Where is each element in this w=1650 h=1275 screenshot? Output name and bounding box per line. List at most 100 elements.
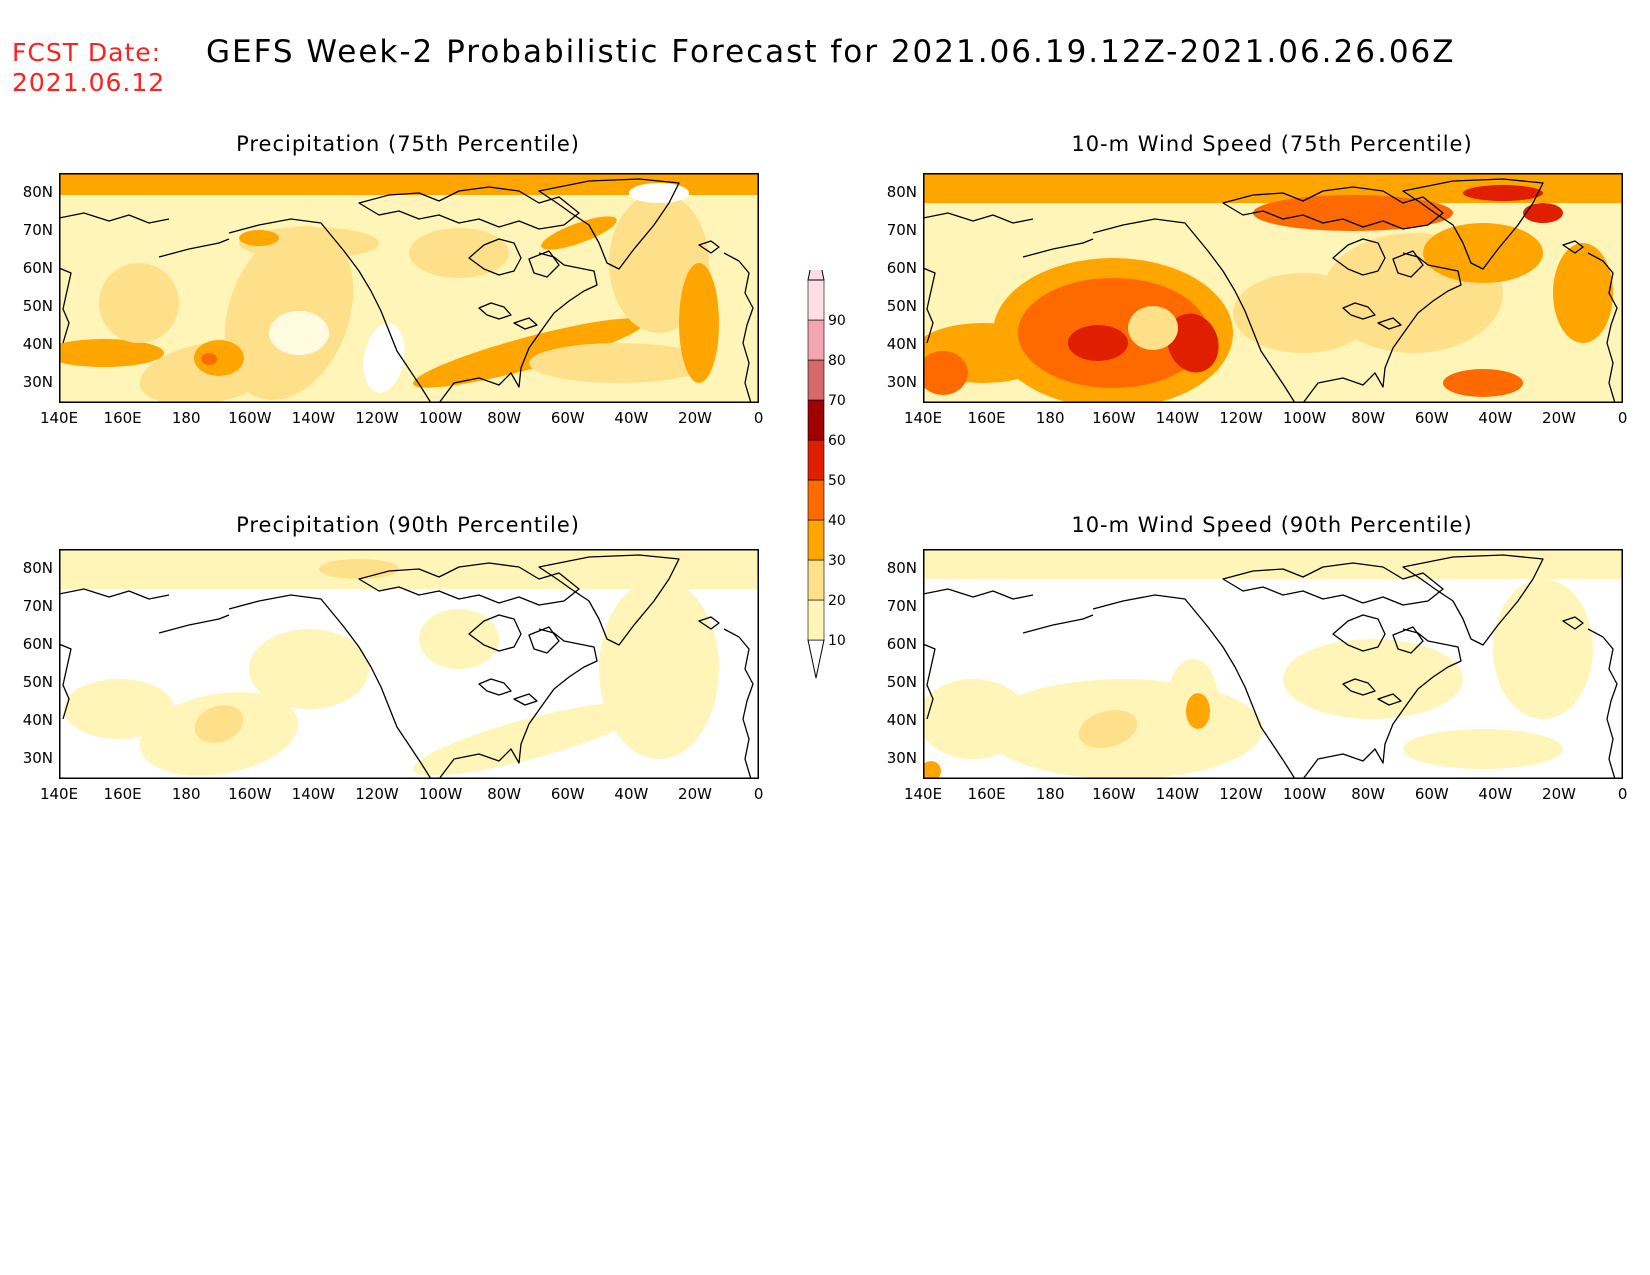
colorbar-bin [807, 359, 825, 401]
lon-label: 140W [1155, 409, 1200, 427]
lat-label: 50N [22, 673, 53, 691]
map-wind-75 [923, 173, 1623, 403]
lat-label: 70N [886, 221, 917, 239]
panel-title-wind-90: 10-m Wind Speed (90th Percentile) [1071, 513, 1473, 537]
colorbar-bin [807, 479, 825, 521]
lon-label: 20W [1542, 785, 1576, 803]
colorbar-tick-label: 30 [828, 553, 846, 569]
lon-label: 160E [967, 785, 1006, 803]
lon-label: 0 [1617, 409, 1628, 427]
lat-label: 40N [886, 335, 917, 353]
lon-label: 180 [1035, 409, 1065, 427]
colorbar-tick-label: 10 [828, 633, 846, 649]
colorbar-bin [807, 559, 825, 601]
lat-label: 70N [22, 221, 53, 239]
lon-label: 140E [903, 785, 943, 803]
lon-label: 160E [103, 785, 142, 803]
lon-label: 120W [355, 785, 399, 803]
lon-label: 160W [228, 409, 272, 427]
lon-label: 160W [1092, 409, 1136, 427]
lon-label: 0 [753, 785, 764, 803]
colorbar-bin [807, 519, 825, 561]
lon-label: 140E [39, 409, 79, 427]
colorbar-bin [807, 599, 825, 641]
map-wind-90-svg [923, 549, 1623, 779]
precip-field [59, 173, 759, 403]
colorbar-tick-label: 20 [828, 593, 846, 609]
colorbar-tick-label: 60 [828, 433, 846, 449]
lat-label: 30N [22, 749, 53, 767]
map-wind-75-svg [923, 173, 1623, 403]
lon-label: 80W [487, 409, 522, 427]
map-frame [59, 549, 759, 779]
panel-title-precip-90: Precipitation (90th Percentile) [236, 513, 580, 537]
lat-label: 60N [886, 635, 917, 653]
lat-label: 30N [886, 749, 917, 767]
lat-label: 80N [22, 183, 53, 201]
lon-label: 140W [291, 409, 336, 427]
lon-label: 140E [903, 409, 943, 427]
lat-label: 40N [22, 335, 53, 353]
map-precip-90-svg [59, 549, 759, 779]
colorbar-tick-label: 90 [828, 313, 846, 329]
forecast-date: FCST Date: 2021.06.12 [12, 38, 165, 98]
lon-label: 120W [1219, 785, 1263, 803]
lon-label: 140W [291, 785, 336, 803]
colorbar-tick-label: 70 [828, 393, 846, 409]
lon-label: 80W [1351, 409, 1386, 427]
lon-label: 20W [678, 785, 712, 803]
lon-label: 40W [1478, 409, 1513, 427]
lon-label: 160E [967, 409, 1006, 427]
lon-label: 0 [1617, 785, 1628, 803]
lon-label: 180 [171, 409, 201, 427]
lat-label: 70N [886, 597, 917, 615]
map-frame [923, 173, 1623, 403]
forecast-date-value: 2021.06.12 [12, 68, 166, 97]
lon-label: 140W [1155, 785, 1200, 803]
lon-label: 40W [614, 409, 649, 427]
lon-label: 160E [103, 409, 142, 427]
lat-label: 80N [22, 559, 53, 577]
colorbar-bin [807, 439, 825, 481]
panel-title-wind-75: 10-m Wind Speed (75th Percentile) [1071, 132, 1473, 156]
lat-label: 80N [886, 559, 917, 577]
colorbar-tick-label: 40 [828, 513, 846, 529]
map-frame [59, 173, 759, 403]
lon-label: 100W [1282, 409, 1327, 427]
colorbar-tick-label: 80 [828, 353, 846, 369]
colorbar-high-arrow [807, 270, 825, 281]
colorbar-legend: 10 20 30 40 50 60 70 80 90 [807, 270, 846, 679]
lat-label: 60N [22, 635, 53, 653]
lon-label: 180 [171, 785, 201, 803]
wind-field [923, 549, 1623, 779]
page-title: GEFS Week-2 Probabilistic Forecast for 2… [206, 34, 1456, 70]
lon-label: 120W [355, 409, 399, 427]
lat-label: 50N [886, 673, 917, 691]
lat-label: 30N [886, 373, 917, 391]
map-precip-75-svg [59, 173, 759, 403]
lon-label: 60W [550, 409, 585, 427]
lon-label: 60W [1414, 785, 1449, 803]
map-precip-90 [59, 549, 759, 779]
lon-label: 40W [1478, 785, 1513, 803]
map-precip-75 [59, 173, 759, 403]
panel-title-precip-75: Precipitation (75th Percentile) [236, 132, 580, 156]
lon-label: 20W [1542, 409, 1576, 427]
wind-field [923, 173, 1623, 403]
map-frame [923, 549, 1623, 779]
forecast-date-label: FCST Date: [12, 38, 162, 67]
colorbar-tick-label: 50 [828, 473, 846, 489]
colorbar-bin [807, 319, 825, 361]
lon-label: 100W [418, 409, 463, 427]
lon-label: 140E [39, 785, 79, 803]
map-wind-90 [923, 549, 1623, 779]
lat-label: 50N [22, 297, 53, 315]
lon-label: 180 [1035, 785, 1065, 803]
lat-label: 40N [886, 711, 917, 729]
lon-label: 60W [1414, 409, 1449, 427]
lon-label: 120W [1219, 409, 1263, 427]
lon-label: 100W [1282, 785, 1327, 803]
lat-label: 50N [886, 297, 917, 315]
colorbar-bin [807, 279, 825, 321]
lat-label: 40N [22, 711, 53, 729]
